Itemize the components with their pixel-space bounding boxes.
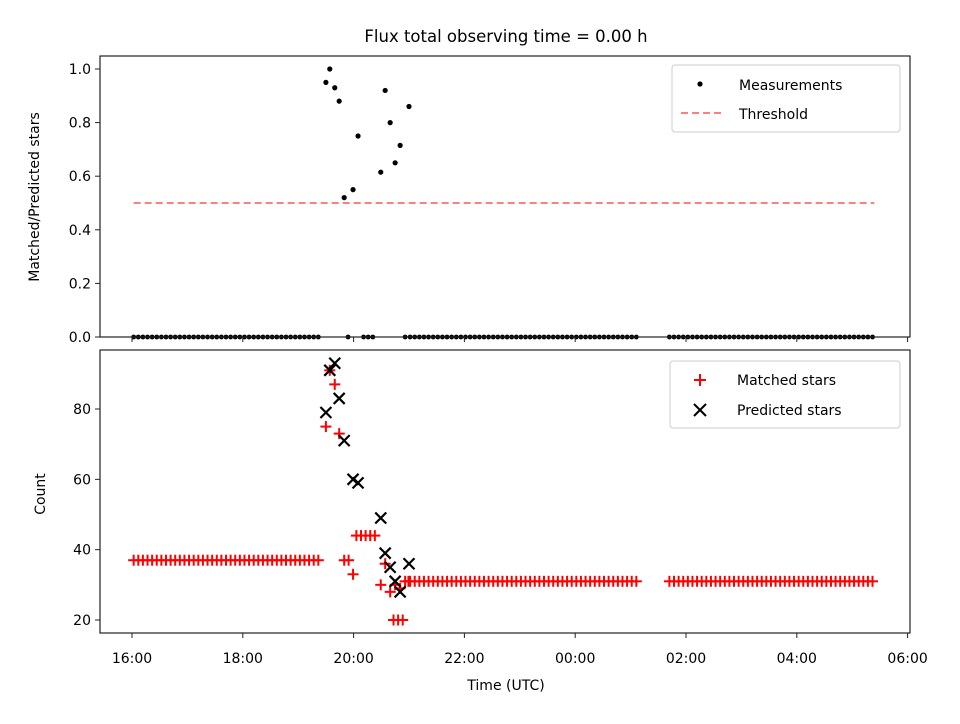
chart-title: Flux total observing time = 0.00 h: [364, 27, 647, 46]
measurement-point: [382, 87, 388, 94]
legend-threshold-label: Threshold: [738, 107, 808, 123]
count-x-tick-label: 18:00: [223, 651, 263, 667]
count-x-tick-label: 20:00: [333, 651, 373, 667]
count-panel: 20 40 60 80 16:00 18:00 20:00 22:00 00:00 02:00 0…: [33, 349, 928, 694]
ratio-y-axis-label: Matched/Predicted stars: [27, 112, 43, 282]
ratio-y-tick-label: 0.4: [69, 223, 91, 239]
ratio-legend: Measurements Threshold: [671, 64, 901, 133]
count-y-tick-label: 40: [73, 543, 91, 559]
matched-star-point: [333, 428, 345, 440]
ratio-legend-box: [671, 64, 901, 133]
measurement-point: [327, 66, 333, 72]
matched-star-point: [384, 586, 396, 598]
legend-predicted-label: Predicted stars: [737, 403, 842, 419]
measurement-point: [350, 187, 356, 193]
measurement-point: [397, 142, 403, 148]
ratio-y-tick-label: 0.0: [69, 330, 91, 346]
matched-star-point: [347, 568, 359, 580]
legend-measurements-marker: [697, 81, 703, 87]
ratio-y-tick-label: 0.8: [69, 116, 91, 132]
matched-star-point: [369, 530, 381, 542]
predicted-star-point: [402, 557, 416, 571]
count-x-tick-label: 06:00: [887, 651, 927, 667]
measurement-point: [341, 195, 347, 201]
measurement-point: [406, 103, 412, 110]
ratio-plot-area: [131, 66, 875, 340]
predicted-star-point: [393, 585, 407, 599]
count-y-tick-label: 60: [73, 472, 91, 488]
x-axis-label: Time (UTC): [466, 678, 544, 694]
measurement-point: [336, 98, 342, 104]
ratio-y-ticks: 0.0 0.2 0.4 0.6 0.8 1.0: [69, 62, 100, 346]
measurement-point: [392, 160, 398, 166]
matched-star-point: [312, 554, 324, 566]
count-x-tick-label: 00:00: [555, 651, 595, 667]
legend-measurements-label: Measurements: [739, 78, 842, 94]
ratio-y-tick-label: 0.6: [69, 169, 91, 185]
predicted-star-point: [374, 511, 388, 525]
legend-matched-label: Matched stars: [737, 373, 836, 389]
ratio-axes-frame: [99, 55, 911, 338]
measurement-point: [332, 85, 338, 91]
ratio-y-tick-label: 1.0: [69, 62, 91, 78]
count-x-tick-label: 02:00: [666, 651, 706, 667]
matched-star-point: [320, 421, 332, 433]
predicted-star-point: [328, 357, 342, 370]
predicted-star-point: [351, 476, 365, 490]
predicted-star-point: [323, 364, 337, 377]
matched-star-point: [329, 378, 341, 390]
predicted-star-point: [337, 434, 351, 447]
measurement-point: [387, 120, 393, 126]
count-legend-box: [669, 360, 901, 429]
count-y-tick-label: 20: [73, 613, 91, 629]
count-axes-frame: [99, 349, 911, 634]
count-y-axis-label: Count: [33, 473, 49, 515]
matched-star-point: [402, 575, 414, 587]
ratio-x-ticks: [131, 337, 909, 342]
count-y-tick-label: 80: [73, 402, 91, 418]
count-x-tick-label: 16:00: [112, 651, 152, 667]
ratio-y-tick-label: 0.2: [69, 276, 91, 292]
predicted-star-point: [332, 392, 346, 405]
matched-star-point: [630, 575, 642, 587]
legend-predicted-marker: [693, 403, 707, 417]
ratio-panel: 0.0 0.2 0.4 0.6 0.8 1.0 Matched/Predicted sta…: [27, 55, 911, 346]
count-x-ticks: 16:00 18:00 20:00 22:00 00:00 02:00 04:00 06:00: [112, 633, 928, 667]
measurement-point: [323, 79, 329, 85]
matched-star-point: [397, 614, 409, 626]
matched-star-point: [375, 579, 387, 591]
legend-matched-marker: [694, 374, 706, 386]
measurement-point: [378, 169, 384, 175]
count-y-ticks: 20 40 60 80: [73, 402, 100, 629]
predicted-star-point: [383, 560, 397, 574]
count-plot-area: [128, 357, 879, 626]
count-legend: Matched stars Predicted stars: [669, 360, 901, 429]
count-x-tick-label: 04:00: [777, 651, 817, 667]
predicted-star-point: [378, 546, 392, 560]
matched-star-point: [867, 575, 879, 587]
matched-star-point: [343, 554, 355, 566]
count-x-tick-label: 22:00: [444, 651, 484, 667]
measurement-point: [355, 133, 361, 139]
predicted-star-point: [319, 406, 333, 419]
predicted-star-point: [388, 575, 402, 588]
